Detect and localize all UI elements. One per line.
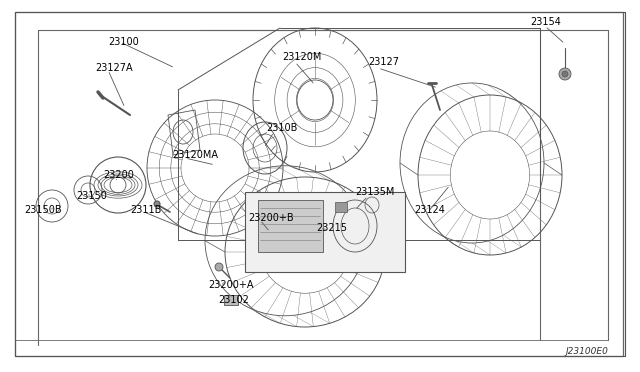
- Text: 23127: 23127: [368, 57, 399, 67]
- Bar: [245, 192, 405, 272]
- Text: 23200+A: 23200+A: [208, 280, 253, 290]
- Text: J23100E0: J23100E0: [565, 347, 608, 356]
- Circle shape: [215, 263, 223, 271]
- Ellipse shape: [562, 71, 568, 77]
- Text: 23150: 23150: [76, 191, 107, 201]
- Text: 23120M: 23120M: [282, 52, 321, 62]
- Bar: [335, 202, 347, 212]
- Text: 23150B: 23150B: [24, 205, 61, 215]
- Text: 23100: 23100: [108, 37, 139, 47]
- Text: 23127A: 23127A: [95, 63, 132, 73]
- Ellipse shape: [559, 68, 571, 80]
- Bar: [224, 295, 238, 305]
- Text: 2310B: 2310B: [266, 123, 298, 133]
- Circle shape: [154, 201, 160, 207]
- Text: 23124: 23124: [414, 205, 445, 215]
- Text: 2311B: 2311B: [130, 205, 161, 215]
- Bar: [258, 200, 323, 252]
- Text: 23135M: 23135M: [355, 187, 394, 197]
- Text: 23102: 23102: [218, 295, 249, 305]
- Text: 23154: 23154: [530, 17, 561, 27]
- Text: 23120MA: 23120MA: [172, 150, 218, 160]
- Text: 23215: 23215: [316, 223, 347, 233]
- Text: 23200+B: 23200+B: [248, 213, 294, 223]
- Text: 23200: 23200: [103, 170, 134, 180]
